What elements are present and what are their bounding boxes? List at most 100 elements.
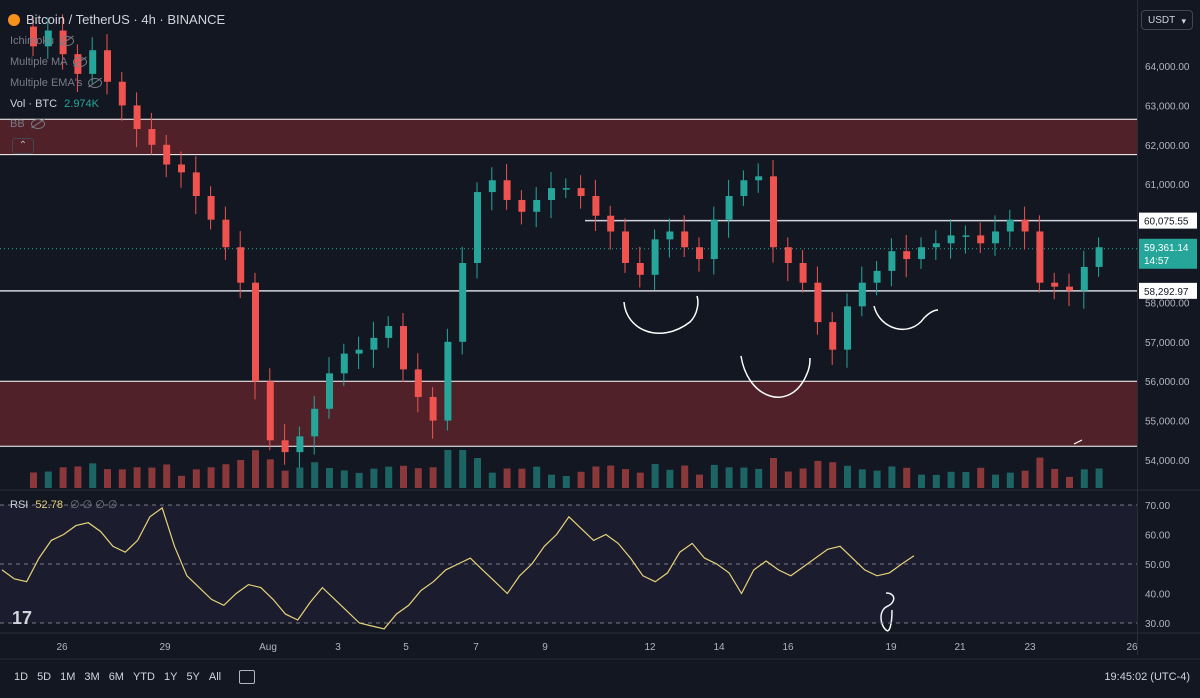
volume-bar: [636, 472, 644, 488]
clock: 19:45:02 (UTC-4): [1104, 671, 1190, 683]
volume-bar: [503, 468, 511, 488]
volume-bar: [1006, 472, 1014, 488]
price-label-text: 60,075.55: [1144, 217, 1189, 228]
collapse-legend-button[interactable]: ⌃: [12, 138, 34, 154]
candle-body: [385, 326, 393, 338]
drawn-annotations: [623, 295, 1083, 632]
timeframe-button[interactable]: 6M: [108, 671, 124, 683]
volume-bar: [829, 462, 837, 488]
candle-body: [947, 235, 955, 244]
candle-body: [104, 50, 111, 82]
time-tick-label: 7: [473, 642, 479, 653]
eye-hidden-icon[interactable]: [30, 119, 45, 129]
indicator-ichimoku[interactable]: Ichimoku: [10, 35, 75, 47]
indicator-multiple-ema[interactable]: Multiple EMA's: [10, 77, 103, 89]
timeframe-button[interactable]: 1D: [14, 671, 29, 683]
time-tick-label: 16: [782, 642, 794, 653]
candle-body: [622, 231, 629, 263]
candle-body: [370, 337, 378, 350]
candle-body: [873, 270, 881, 283]
candle-body: [607, 215, 615, 232]
timeframe-button[interactable]: 3M: [84, 671, 100, 683]
volume-bar: [429, 467, 437, 488]
candle-body: [133, 105, 141, 130]
candle-body: [977, 235, 985, 244]
volume-bar: [237, 460, 245, 488]
time-tick-label: 5: [403, 642, 409, 653]
candle-body: [784, 247, 792, 263]
indicator-label: Multiple EMA's: [10, 77, 83, 89]
candle-body: [1095, 247, 1103, 267]
volume-bar: [651, 464, 659, 488]
timeframe-button[interactable]: 1Y: [163, 671, 178, 683]
volume-bar: [784, 471, 792, 488]
volume-bar: [947, 471, 955, 488]
candle-body: [636, 263, 644, 275]
price-tick-label: 63,000.00: [1145, 101, 1190, 112]
volume-bar: [533, 466, 541, 488]
candle-body: [755, 176, 763, 181]
candle-body: [829, 322, 837, 350]
drawn-curve-middle: [740, 355, 811, 398]
volume-bar: [932, 474, 940, 488]
timeframe-button[interactable]: All: [208, 671, 222, 683]
candle-body: [178, 164, 185, 173]
indicator-multiple-ma[interactable]: Multiple MA: [10, 56, 88, 68]
timeframe-button[interactable]: 1M: [60, 671, 76, 683]
eye-hidden-icon[interactable]: [60, 36, 75, 46]
volume-bar: [488, 472, 496, 488]
candle-body: [118, 81, 126, 106]
volume-bar: [888, 466, 896, 488]
volume-bar: [918, 474, 925, 488]
time-tick-label: 19: [885, 642, 897, 653]
volume-bar: [133, 467, 141, 488]
candle-body: [1036, 231, 1044, 283]
indicator-bb[interactable]: BB: [10, 118, 45, 130]
candle-body: [281, 440, 289, 453]
timeframe-button[interactable]: 5D: [37, 671, 52, 683]
candle-body: [503, 180, 511, 200]
volume-bar: [104, 469, 111, 488]
volume-bar: [977, 467, 985, 488]
volume-bar: [222, 464, 230, 488]
volume-bar: [903, 467, 911, 488]
volume-bar: [962, 472, 970, 488]
resistance-support-zones: [0, 118, 1137, 447]
candle-body: [962, 235, 970, 237]
candle-body: [903, 251, 911, 260]
timeframe-button[interactable]: 5Y: [186, 671, 200, 683]
candle-body: [222, 219, 230, 248]
symbol-title[interactable]: Bitcoin / TetherUS · 4h · BINANCE: [26, 12, 226, 27]
rsi-pane: 70.00 60.00 50.00 40.00 30.00: [0, 489, 1200, 630]
rsi-legend: RSI 52.78 ∅ ∅ ∅ ∅: [10, 498, 118, 511]
tradingview-logo-icon: 17: [12, 608, 33, 628]
candle-body: [696, 247, 703, 260]
eye-hidden-icon[interactable]: [73, 57, 88, 67]
rsi-extras: ∅ ∅ ∅ ∅: [70, 499, 118, 511]
volume-bar: [459, 450, 467, 488]
currency-select[interactable]: USDT: [1141, 10, 1193, 31]
candle-body: [533, 199, 541, 212]
volume-bar: [370, 468, 378, 488]
eye-hidden-icon[interactable]: [88, 78, 103, 88]
price-tick-label: 61,000.00: [1145, 180, 1190, 191]
horizontal-levels: [0, 219, 1137, 292]
candle-body: [562, 188, 570, 190]
volume-bar: [740, 467, 748, 488]
candle-body: [1051, 282, 1059, 287]
timeframe-button[interactable]: YTD: [132, 671, 155, 683]
price-label-box: [1139, 212, 1197, 229]
price-tick-label: 64,000.00: [1145, 62, 1190, 73]
volume-bar: [474, 458, 481, 488]
time-tick-label: Aug: [259, 642, 277, 653]
candle-body: [163, 144, 171, 165]
price-tick-label: 57,000.00: [1145, 338, 1190, 349]
axis-separator: [1137, 0, 1138, 655]
bottom-toolbar: 1D 5D 1M 3M 6M YTD 1Y 5Y All 19:45:02 (UTC-4): [0, 664, 1200, 690]
candle-body: [400, 326, 407, 370]
calendar-icon[interactable]: [239, 670, 256, 684]
volume-bar: [1051, 468, 1059, 488]
volume-bar: [858, 469, 866, 488]
